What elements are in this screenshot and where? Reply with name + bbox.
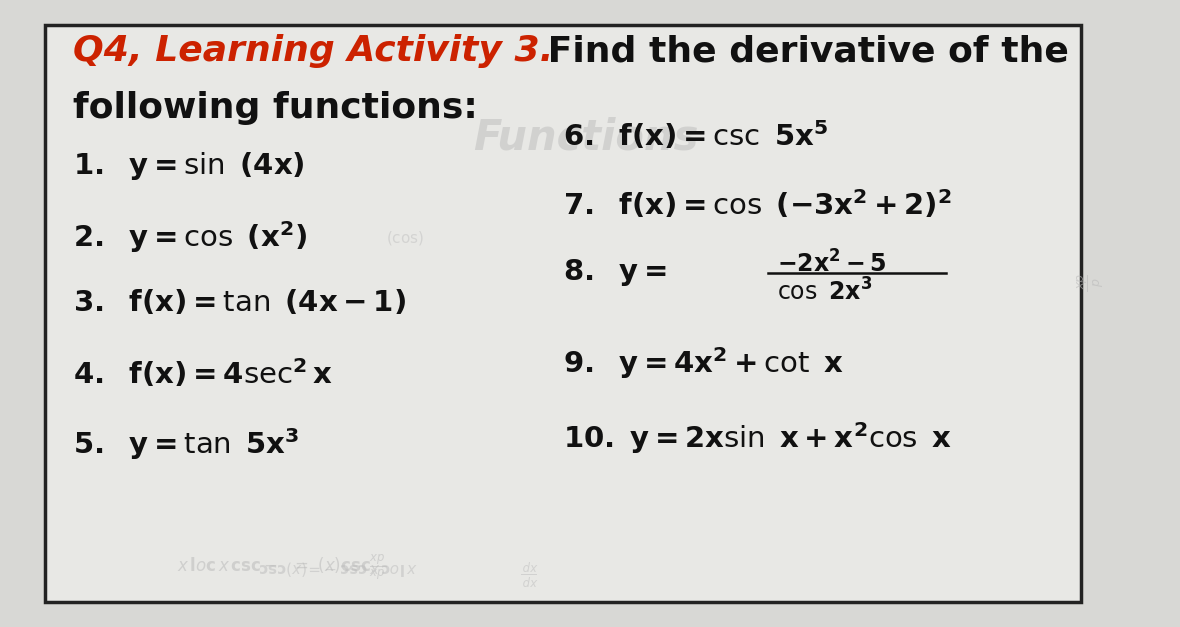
FancyBboxPatch shape	[45, 25, 1081, 602]
Text: $x\, \mathbf{l}o\mathbf{c}\, x\, \mathbf{c}\mathbf{s}\mathbf{c}-\ \ =\ (x)\mathb: $x\, \mathbf{l}o\mathbf{c}\, x\, \mathbf…	[177, 553, 386, 582]
Text: Find the derivative of the: Find the derivative of the	[535, 34, 1069, 68]
Text: $\mathbf{5.\ \ y = \tan\ 5x^3}$: $\mathbf{5.\ \ y = \tan\ 5x^3}$	[73, 426, 300, 462]
Text: $\mathbf{4.\ \ f(x) = 4\sec^2 x}$: $\mathbf{4.\ \ f(x) = 4\sec^2 x}$	[73, 357, 333, 390]
Text: $\mathbf{6.\ \ f(x) = \csc\ 5x^5}$: $\mathbf{6.\ \ f(x) = \csc\ 5x^5}$	[563, 119, 828, 152]
Text: $\mathbf{8.\ \ y =}$: $\mathbf{8.\ \ y =}$	[563, 257, 667, 288]
Text: $\mathbf{10.\ y = 2x\sin\ x + x^2\cos\ x}$: $\mathbf{10.\ y = 2x\sin\ x + x^2\cos\ x…	[563, 420, 951, 456]
Text: $\mathbf{2.\ \ y = \cos\ (x^2)}$: $\mathbf{2.\ \ y = \cos\ (x^2)}$	[73, 219, 307, 255]
Text: $\frac{xp}{xp}$: $\frac{xp}{xp}$	[522, 557, 538, 586]
Text: $(\cos)$: $(\cos)$	[386, 229, 425, 247]
Text: $\mathbf{1.\ \ y = \sin\ (4x)}$: $\mathbf{1.\ \ y = \sin\ (4x)}$	[73, 150, 304, 182]
Text: $\mathbf{3.\ \ f(x) = \tan\ (4x - 1)}$: $\mathbf{3.\ \ f(x) = \tan\ (4x - 1)}$	[73, 288, 406, 317]
Text: following functions:: following functions:	[73, 91, 478, 125]
Text: $\frac{d}{dx}$: $\frac{d}{dx}$	[1071, 273, 1102, 291]
Text: $x\,\mathbf{l}o\mathbf{c}\,x\,\mathbf{c}\mathbf{s}\mathbf{c}-\!=\!(x)\mathbf{c}\: $x\,\mathbf{l}o\mathbf{c}\,x\,\mathbf{c}…	[258, 559, 417, 577]
Text: $\mathbf{9.\ \ y = 4x^2 + \cot\ x}$: $\mathbf{9.\ \ y = 4x^2 + \cot\ x}$	[563, 345, 844, 381]
Text: $\mathbf{7.\ \ f(x) = \cos\ (-3x^2 + 2)^2}$: $\mathbf{7.\ \ f(x) = \cos\ (-3x^2 + 2)^…	[563, 188, 952, 221]
Text: $\mathbf{-2x^2-5}$: $\mathbf{-2x^2-5}$	[778, 251, 887, 278]
Text: Functions: Functions	[473, 117, 699, 159]
Text: $\mathbf{\cos\ 2x^3}$: $\mathbf{\cos\ 2x^3}$	[778, 278, 872, 305]
Text: Q4, Learning Activity 3.: Q4, Learning Activity 3.	[73, 34, 553, 68]
